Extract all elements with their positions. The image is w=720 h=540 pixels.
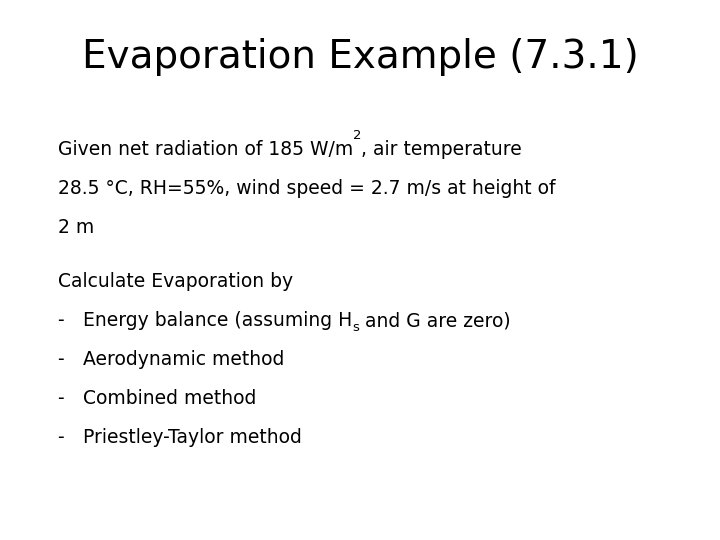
Text: Calculate Evaporation by: Calculate Evaporation by [58,272,293,291]
Text: s: s [352,321,359,334]
Text: 28.5 °C, RH=55%, wind speed = 2.7 m/s at height of: 28.5 °C, RH=55%, wind speed = 2.7 m/s at… [58,179,555,198]
Text: 2: 2 [353,129,361,141]
Text: Energy balance (assuming H: Energy balance (assuming H [83,311,352,330]
Text: , air temperature: , air temperature [361,140,522,159]
Text: Given net radiation of 185 W/m: Given net radiation of 185 W/m [58,140,353,159]
Text: Aerodynamic method: Aerodynamic method [83,350,284,369]
Text: and G are zero): and G are zero) [359,311,510,330]
Text: Combined method: Combined method [83,389,256,408]
Text: 2 m: 2 m [58,218,94,237]
Text: -: - [58,350,64,369]
Text: -: - [58,428,64,447]
Text: Priestley-Taylor method: Priestley-Taylor method [83,428,302,447]
Text: -: - [58,389,64,408]
Text: Evaporation Example (7.3.1): Evaporation Example (7.3.1) [81,38,639,76]
Text: -: - [58,311,64,330]
